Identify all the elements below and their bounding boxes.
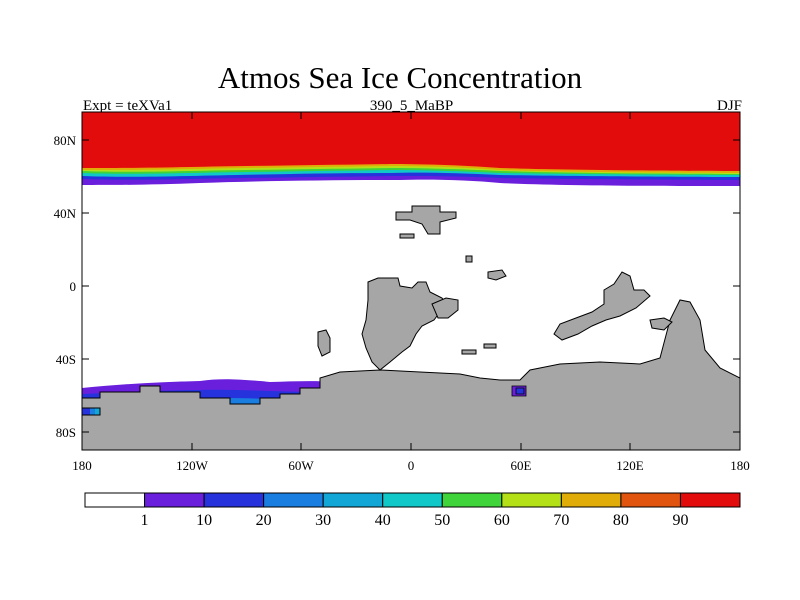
colorbar-swatch [263,492,324,508]
colorbar-swatch [501,492,562,508]
land-mask [82,205,740,450]
colorbar-swatch [203,492,265,508]
plot-title: Atmos Sea Ice Concentration [217,60,583,95]
colorbar: 1 10 20 30 40 50 60 70 80 90 [84,492,741,529]
small-island-2 [465,255,473,263]
colorbar-swatch [144,492,205,508]
period-label: 390_5_MaBP [369,98,454,114]
x-tick-label: 60E [511,458,532,473]
southeast-asia-land [553,271,651,341]
antarctica-land [82,299,740,450]
y-axis [82,139,740,433]
europe-land [395,205,457,235]
season-label: DJF [716,98,742,114]
arctic-band-red [82,112,740,171]
south-america-land [317,329,331,357]
x-tick-label: 0 [408,458,415,473]
small-island-3 [461,349,477,355]
colorbar-label: 80 [613,512,629,529]
colorbar-label: 60 [494,512,510,529]
x-tick-label: 60W [288,458,314,473]
colorbar-swatch [441,492,503,508]
colorbar-swatch [322,492,384,508]
colorbar-swatch [84,492,146,508]
india-land [487,269,507,281]
experiment-label: Expt = teXVa1 [83,98,173,114]
x-tick-labels: 180 120W 60W 0 60E 120E 180 [72,458,750,473]
x-axis [81,112,741,450]
y-tick-label: 80S [56,425,76,440]
arabia-land [431,297,459,319]
small-island-4 [483,343,497,349]
africa-land [361,277,447,371]
y-tick-label: 40S [56,352,76,367]
x-tick-label: 180 [730,458,750,473]
colorbar-label: 50 [434,512,450,529]
north-australia-land [649,317,673,331]
map-field [82,112,740,450]
colorbar-swatch [620,492,681,508]
y-tick-labels: 80N 40N 0 40S 80S [54,133,77,440]
colorbar-label: 20 [256,512,272,529]
y-tick-label: 80N [54,133,77,148]
y-tick-label: 0 [70,279,77,294]
colorbar-label: 30 [315,512,331,529]
x-tick-label: 120E [616,458,644,473]
colorbar-swatch [560,492,622,508]
colorbar-label: 70 [553,512,569,529]
small-island-1 [399,233,415,239]
x-tick-label: 180 [72,458,92,473]
colorbar-label: 1 [141,512,149,529]
colorbar-swatch [382,492,443,508]
colorbar-label: 40 [375,512,391,529]
x-tick-label: 120W [176,458,209,473]
y-tick-label: 40N [54,206,77,221]
colorbar-label: 10 [196,512,212,529]
colorbar-swatch [679,492,741,508]
colorbar-label: 90 [672,512,688,529]
antarctic-coastal-ice-blue [515,387,525,395]
